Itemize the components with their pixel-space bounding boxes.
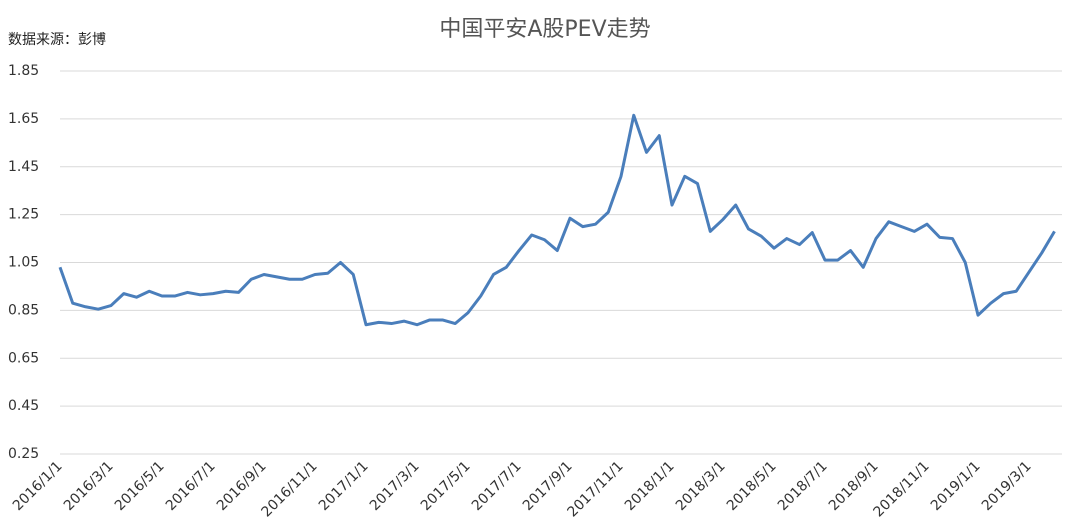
x-tick-label: 2017/11/1	[565, 458, 627, 520]
x-tick-label: 2017/7/1	[469, 458, 525, 514]
x-tick-label: 2017/5/1	[418, 458, 474, 514]
y-tick-label: 1.25	[8, 207, 39, 223]
x-tick-label: 2019/3/1	[979, 458, 1035, 514]
y-tick-label: 1.65	[8, 111, 39, 127]
x-tick-label: 2016/3/1	[61, 458, 117, 514]
source-note: 数据来源：彭博	[8, 31, 106, 48]
x-tick-label: 2019/1/1	[928, 458, 984, 514]
y-tick-label: 1.05	[8, 255, 39, 271]
y-tick-label: 0.85	[8, 302, 39, 318]
x-tick-label: 2018/3/1	[673, 458, 729, 514]
x-tick-label: 2018/7/1	[775, 458, 831, 514]
x-tick-label: 2016/5/1	[112, 458, 168, 514]
y-tick-label: 1.45	[8, 159, 39, 175]
x-tick-label: 2018/1/1	[622, 458, 678, 514]
y-tick-label: 0.25	[8, 446, 39, 462]
x-tick-label: 2018/5/1	[724, 458, 780, 514]
x-tick-label: 2016/7/1	[163, 458, 219, 514]
y-tick-label: 0.65	[8, 350, 39, 366]
y-tick-label: 0.45	[8, 398, 39, 414]
y-tick-label: 1.85	[8, 63, 39, 79]
x-tick-label: 2017/1/1	[316, 458, 372, 514]
x-tick-label: 2016/11/1	[259, 458, 321, 520]
chart-title: 中国平安A股PEV走势	[439, 17, 650, 42]
x-tick-label: 2016/1/1	[10, 458, 66, 514]
x-tick-label: 2018/11/1	[871, 458, 933, 520]
data-line	[58, 113, 1056, 327]
x-tick-label: 2017/3/1	[367, 458, 423, 514]
